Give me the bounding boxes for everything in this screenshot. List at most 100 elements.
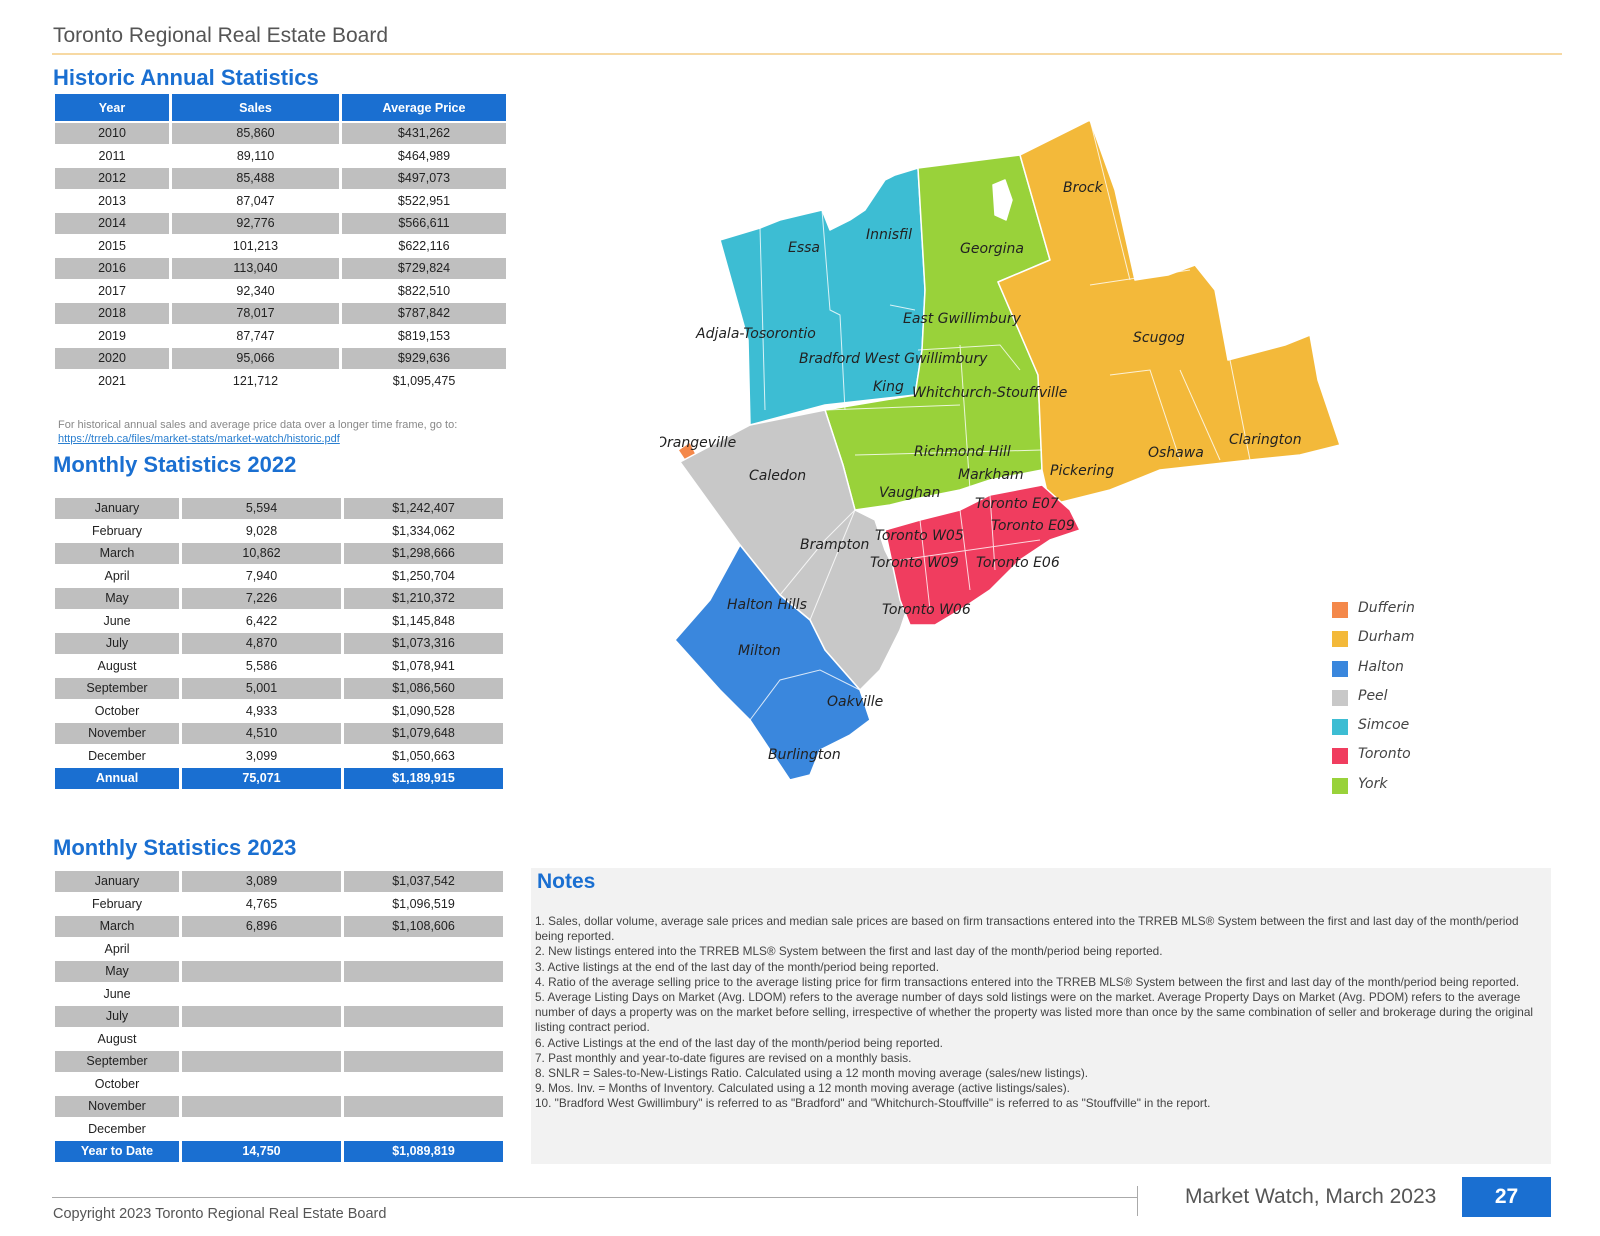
table-row: 2012 85,488 $497,073 — [55, 168, 506, 189]
monthly_2022-cell-average-price: $1,334,062 — [341, 520, 503, 541]
map-label-innisfil: Innisfil — [866, 227, 912, 243]
monthly-2022-title: Monthly Statistics 2022 — [53, 452, 297, 477]
note-item: 7. Past monthly and year-to-date figures… — [535, 1050, 912, 1065]
monthly_2022-cell-sales: 7,940 — [179, 565, 341, 586]
table-row: September 5,001 $1,086,560 — [55, 678, 503, 699]
historic-cell-average-price: $497,073 — [339, 168, 506, 189]
historic-cell-year: 2014 — [55, 213, 169, 234]
monthly_2022-cell-average-price: $1,250,704 — [341, 565, 503, 586]
monthly_2023-cell-month: March — [55, 916, 179, 937]
historic-data-link[interactable]: https://trreb.ca/files/market-stats/mark… — [58, 433, 340, 445]
historic-cell-average-price: $822,510 — [339, 280, 506, 301]
monthly_2023-cell-sales — [179, 1006, 341, 1027]
table-row: February 4,765 $1,096,519 — [55, 893, 503, 914]
column-header-sales: Sales — [169, 94, 339, 121]
table-row: July — [55, 1006, 503, 1027]
table-row: March 6,896 $1,108,606 — [55, 916, 503, 937]
monthly_2022-cell-sales: 4,933 — [179, 700, 341, 721]
historic-cell-year: 2016 — [55, 258, 169, 279]
monthly_2022-cell-average-price: $1,145,848 — [341, 610, 503, 631]
historic-cell-sales: 85,488 — [169, 168, 339, 189]
map-label-bradford: Bradford West Gwillimbury — [799, 351, 988, 367]
historic-cell-average-price: $464,989 — [339, 145, 506, 166]
table-total-row: Annual 75,071 $1,189,915 — [55, 768, 503, 789]
monthly_2023-cell-average-price — [341, 938, 503, 959]
footer-divider-tick — [1137, 1186, 1138, 1216]
monthly_2022-cell-average-price: $1,242,407 — [341, 498, 503, 519]
map-label-oakville: Oakville — [827, 694, 883, 710]
map-label-georgina: Georgina — [960, 241, 1024, 257]
monthly_2023-cell-month: April — [55, 938, 179, 959]
historic-cell-sales: 92,776 — [169, 213, 339, 234]
map-label-orangeville: Orangeville — [660, 435, 736, 451]
map-label-milton: Milton — [738, 643, 781, 659]
historic-cell-sales: 121,712 — [169, 370, 339, 391]
map-label-burlington: Burlington — [768, 747, 841, 763]
historic-cell-sales: 113,040 — [169, 258, 339, 279]
monthly_2022-cell-sales: 9,028 — [179, 520, 341, 541]
monthly_2022-cell-month: January — [55, 498, 179, 519]
table-row: February 9,028 $1,334,062 — [55, 520, 503, 541]
monthly_2022-total-average-price: $1,189,915 — [341, 768, 503, 789]
monthly_2022-cell-average-price: $1,079,648 — [341, 723, 503, 744]
historic-cell-average-price: $1,095,475 — [339, 370, 506, 391]
monthly_2023-cell-average-price — [341, 983, 503, 1004]
monthly_2023-cell-average-price — [341, 1118, 503, 1139]
table-row: March 10,862 $1,298,666 — [55, 543, 503, 564]
monthly_2023-cell-sales: 4,765 — [179, 893, 341, 914]
table-row: October 4,933 $1,090,528 — [55, 700, 503, 721]
historic-cell-sales: 101,213 — [169, 235, 339, 256]
monthly_2023-cell-month: August — [55, 1028, 179, 1049]
monthly_2023-cell-month: July — [55, 1006, 179, 1027]
page-number: 27 — [1462, 1177, 1551, 1217]
monthly_2023-cell-average-price — [341, 1096, 503, 1117]
historic-cell-average-price: $929,636 — [339, 348, 506, 369]
map-label-whitchurch: Whitchurch-Stouffville — [912, 385, 1067, 401]
table-row: August 5,586 $1,078,941 — [55, 655, 503, 676]
map-label-toronto-w09: Toronto W09 — [870, 555, 959, 571]
map-label-markham: Markham — [958, 467, 1024, 483]
table-row: 2011 89,110 $464,989 — [55, 145, 506, 166]
historic-cell-sales: 87,747 — [169, 325, 339, 346]
table-row: January 3,089 $1,037,542 — [55, 871, 503, 892]
monthly_2023-cell-month: February — [55, 893, 179, 914]
legend-label: Durham — [1358, 629, 1415, 646]
monthly_2022-cell-sales: 4,870 — [179, 633, 341, 654]
legend-swatch — [1332, 777, 1348, 794]
map-label-king: King — [873, 379, 904, 395]
map-label-clarington: Clarington — [1229, 432, 1302, 448]
table-row: 2013 87,047 $522,951 — [55, 190, 506, 211]
monthly_2023-cell-average-price — [341, 1073, 503, 1094]
region-halton — [674, 544, 871, 781]
monthly_2022-cell-sales: 5,586 — [179, 655, 341, 676]
historic-cell-sales: 95,066 — [169, 348, 339, 369]
monthly_2023-cell-average-price — [341, 1006, 503, 1027]
legend-swatch — [1332, 602, 1348, 618]
monthly_2023-cell-sales: 6,896 — [179, 916, 341, 937]
map-label-east-gwillimbury: East Gwillimbury — [903, 311, 1022, 327]
historic-header-row: Year Sales Average Price — [55, 94, 506, 121]
notes-title: Notes — [537, 870, 596, 893]
monthly_2023-cell-average-price — [341, 1051, 503, 1072]
lake-simcoe-island — [992, 179, 1013, 221]
map-label-halton-hills: Halton Hills — [727, 597, 807, 613]
historic-cell-sales: 78,017 — [169, 303, 339, 324]
map-label-essa: Essa — [788, 240, 820, 256]
monthly_2022-cell-average-price: $1,086,560 — [341, 678, 503, 699]
monthly_2023-cell-sales — [179, 1096, 341, 1117]
monthly_2022-cell-sales: 7,226 — [179, 588, 341, 609]
map-label-toronto-w05: Toronto W05 — [875, 528, 964, 544]
table-row: May — [55, 961, 503, 982]
notes-panel: Notes 1. Sales, dollar volume, average s… — [531, 868, 1551, 1164]
legend-swatch — [1332, 719, 1348, 736]
map-label-toronto-e09: Toronto E09 — [991, 518, 1075, 534]
historic-cell-year: 2021 — [55, 370, 169, 391]
monthly_2022-cell-average-price: $1,210,372 — [341, 588, 503, 609]
legend-swatch — [1332, 660, 1348, 677]
monthly_2022-cell-sales: 10,862 — [179, 543, 341, 564]
monthly_2022-cell-month: December — [55, 745, 179, 766]
monthly_2023-cell-sales — [179, 961, 341, 982]
monthly_2023-cell-sales — [179, 1028, 341, 1049]
map-label-adjala: Adjala-Tosorontio — [695, 326, 816, 342]
table-row: December 3,099 $1,050,663 — [55, 745, 503, 766]
